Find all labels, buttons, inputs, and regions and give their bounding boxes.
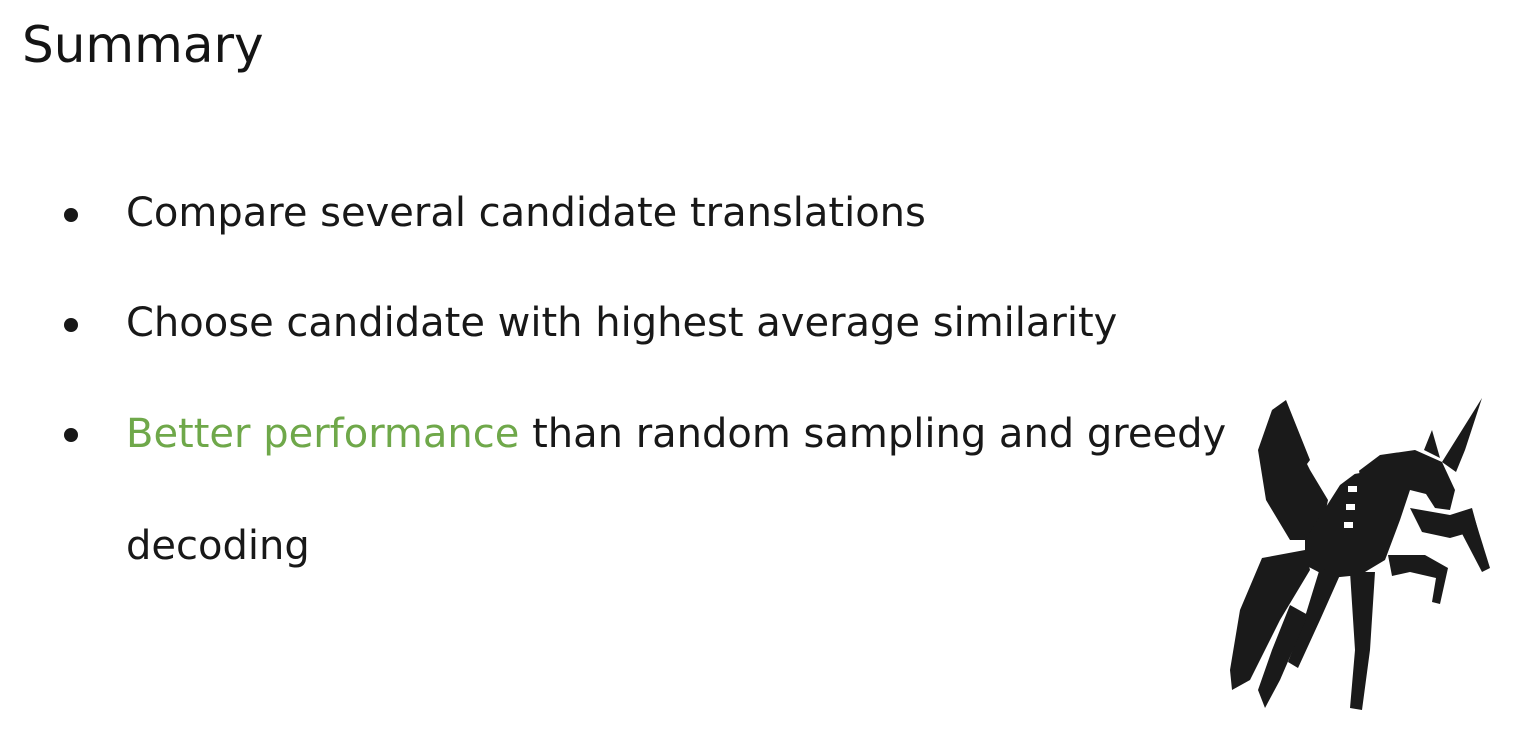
bullet-item-3: Better performance than random sampling … bbox=[60, 378, 1240, 602]
bullet-text: Compare several candidate translations bbox=[126, 190, 926, 236]
bullet-item-1: Compare several candidate translations bbox=[60, 178, 1240, 248]
bullet-text: than random sampling and greedy decoding bbox=[126, 411, 1227, 569]
bullet-list: Compare several candidate translations C… bbox=[60, 178, 1240, 642]
bullet-highlight-text: Better performance bbox=[126, 411, 520, 457]
bullet-text: Choose candidate with highest average si… bbox=[126, 300, 1118, 346]
bullet-dot bbox=[64, 208, 78, 222]
bullet-item-2: Choose candidate with highest average si… bbox=[60, 288, 1240, 358]
bullet-dot bbox=[64, 318, 78, 332]
bullet-dot bbox=[64, 428, 78, 442]
slide-title: Summary bbox=[22, 16, 264, 74]
pegasus-icon bbox=[1230, 398, 1490, 710]
